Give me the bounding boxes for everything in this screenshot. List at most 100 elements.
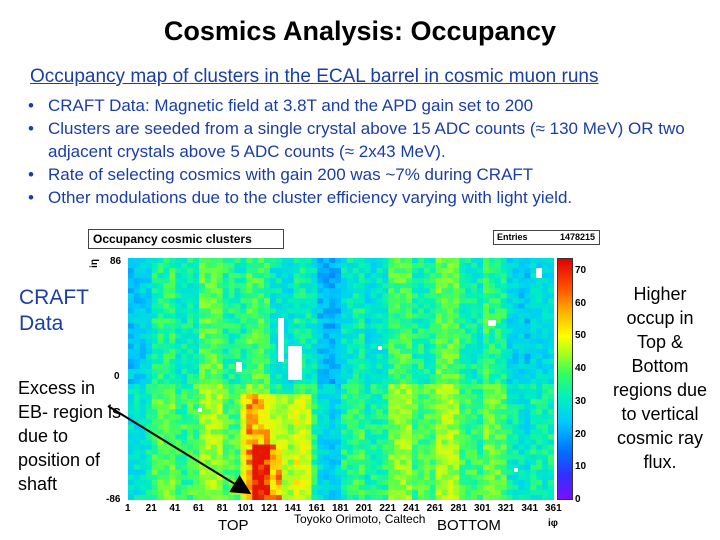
- heatmap-cell: [453, 444, 460, 450]
- heatmap-cell: [169, 394, 176, 400]
- heatmap-cell: [317, 429, 324, 435]
- heatmap-cell: [275, 479, 283, 486]
- heatmap-cell: [305, 394, 312, 400]
- heatmap-cell: [246, 444, 253, 450]
- heatmap-cell: [187, 459, 194, 466]
- heatmap-cell: [240, 384, 247, 390]
- heatmap-cell: [133, 384, 141, 390]
- heatmap-cell: [169, 308, 176, 314]
- heatmap-cell: [275, 278, 283, 284]
- heatmap-cell: [305, 494, 312, 500]
- heatmap-cell: [258, 373, 265, 380]
- heatmap-cell: [388, 474, 395, 481]
- heatmap-cell: [281, 353, 289, 360]
- heatmap-cell: [518, 328, 525, 334]
- heatmap-cell: [352, 384, 360, 390]
- heatmap-cell: [536, 283, 543, 289]
- heatmap-cell: [376, 414, 383, 420]
- pointer-arrow-icon: [107, 405, 252, 495]
- heatmap-cell: [435, 328, 442, 334]
- heatmap-cell: [228, 353, 235, 360]
- heatmap-cell: [181, 278, 188, 284]
- heatmap-cell: [151, 439, 158, 445]
- heatmap-cell: [204, 444, 212, 450]
- heatmap-cell: [341, 318, 348, 324]
- heatmap-cell: [175, 263, 182, 269]
- heatmap-cell: [530, 469, 537, 476]
- heatmap-cell: [358, 373, 365, 380]
- heatmap-cell: [358, 348, 365, 355]
- heatmap-cell: [364, 409, 371, 415]
- heatmap-cell: [128, 358, 135, 365]
- heatmap-cell: [187, 474, 194, 481]
- heatmap-cell: [341, 474, 348, 481]
- heatmap-cell: [317, 268, 324, 274]
- heatmap-cell: [358, 404, 365, 410]
- heatmap-cell: [199, 258, 206, 264]
- heatmap-cell: [364, 394, 371, 400]
- heatmap-cell: [483, 268, 490, 274]
- heatmap-cell: [412, 338, 419, 345]
- heatmap-cell: [542, 263, 549, 269]
- heatmap-cell: [133, 328, 141, 334]
- heatmap-cell: [406, 479, 413, 486]
- heatmap-cell: [488, 263, 496, 269]
- heatmap-cell: [429, 363, 436, 370]
- heatmap-cell: [287, 323, 294, 329]
- heatmap-cell: [187, 414, 194, 420]
- heatmap-cell: [133, 373, 141, 380]
- heatmap-cell: [287, 404, 294, 410]
- heatmap-cell: [542, 308, 549, 314]
- heatmap-cell: [394, 363, 401, 370]
- heatmap-cell: [228, 384, 235, 390]
- heatmap-cell: [352, 389, 360, 395]
- heatmap-cell: [376, 298, 383, 304]
- heatmap-cell: [329, 424, 336, 430]
- heatmap-cell: [453, 298, 460, 304]
- heatmap-cell: [270, 303, 277, 309]
- heatmap-cell: [133, 348, 141, 355]
- heatmap-cell: [133, 389, 141, 395]
- heatmap-cell: [323, 313, 330, 319]
- heatmap-cell: [388, 489, 395, 496]
- heatmap-cell: [175, 449, 182, 455]
- heatmap-cell: [323, 288, 330, 294]
- heatmap-cell: [506, 394, 513, 400]
- heatmap-cell: [542, 434, 549, 440]
- heatmap-cell: [240, 414, 247, 420]
- heatmap-cell: [335, 434, 342, 440]
- heatmap-cell: [542, 384, 549, 390]
- heatmap-cell: [376, 338, 383, 345]
- heatmap-cell: [518, 273, 525, 279]
- heatmap-cell: [483, 363, 490, 370]
- heatmap-cell: [204, 404, 212, 410]
- heatmap-cell: [459, 343, 466, 350]
- heatmap-cell: [151, 424, 158, 430]
- heatmap-cell: [483, 328, 490, 334]
- heatmap-cell: [382, 429, 389, 435]
- heatmap-cell: [423, 479, 431, 486]
- heatmap-cell: [240, 323, 247, 329]
- heatmap-cell: [512, 454, 519, 460]
- heatmap-cell: [246, 459, 253, 466]
- heatmap-cell: [400, 464, 407, 471]
- heatmap-cell: [305, 353, 312, 360]
- heatmap-cell: [305, 389, 312, 395]
- heatmap-cell: [199, 429, 206, 435]
- heatmap-cell: [199, 263, 206, 269]
- heatmap-cell: [358, 368, 365, 375]
- heatmap-cell: [157, 479, 164, 486]
- heatmap-cell: [216, 368, 223, 375]
- heatmap-cell: [163, 333, 170, 339]
- occupancy-heatmap: [128, 258, 554, 500]
- heatmap-cell: [299, 338, 306, 345]
- heatmap-cell: [151, 313, 158, 319]
- heatmap-cell: [376, 439, 383, 445]
- heatmap-cell: [187, 439, 194, 445]
- heatmap-cell: [317, 484, 324, 491]
- heatmap-cell: [530, 368, 537, 375]
- heatmap-cell: [429, 268, 436, 274]
- heatmap-cell: [471, 449, 478, 455]
- heatmap-cell: [477, 263, 484, 269]
- heatmap-cell: [364, 379, 371, 385]
